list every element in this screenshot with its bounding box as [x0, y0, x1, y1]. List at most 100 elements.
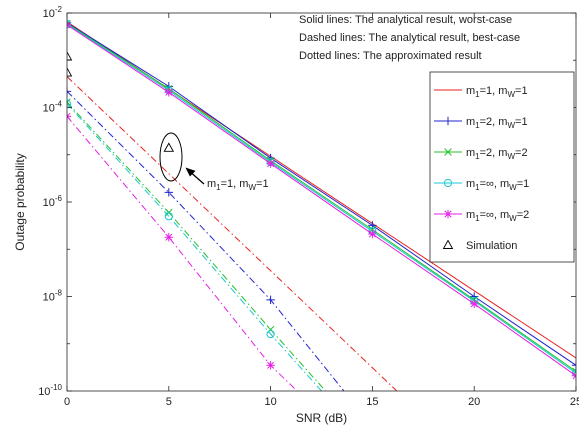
- y-tick-base: 10: [43, 292, 55, 304]
- simulation-marker: [67, 67, 73, 77]
- annotation: m1=1, mW=1: [159, 132, 269, 192]
- legend-marker: [443, 209, 453, 219]
- legend-label-sub: 1: [475, 152, 480, 161]
- legend-label-mid: =2, m: [480, 147, 508, 159]
- legend-item-4: m1=∞, mW=1: [434, 178, 529, 192]
- series-line: [67, 76, 398, 391]
- simulation-points: [67, 51, 175, 152]
- legend-label-sub: W: [507, 90, 515, 99]
- y-tick-exponent: -4: [55, 100, 63, 109]
- y-tick-exponent: -8: [55, 289, 63, 298]
- x-tick-label: 15: [366, 396, 378, 408]
- legend-label-sub: W: [509, 214, 517, 223]
- legend-label-m: m: [466, 147, 475, 159]
- legend-marker: [443, 178, 453, 188]
- y-tick-label: 10-6: [43, 194, 63, 209]
- y-tick-label: 10-4: [43, 100, 63, 115]
- data-point-marker: [368, 229, 377, 239]
- series-worst-case-5: [67, 20, 576, 380]
- legend-label-mid: =∞, m: [480, 178, 510, 190]
- y-tick-exponent: -10: [50, 383, 62, 392]
- legend-marker: [443, 116, 453, 126]
- series-line: [67, 101, 326, 391]
- simulation-marker: [67, 51, 73, 61]
- y-tick-base: 10: [43, 8, 55, 20]
- data-point-marker: [67, 87, 72, 96]
- legend-item-6: Simulation: [442, 239, 517, 252]
- notes: Solid lines: The analytical result, wors…: [299, 14, 520, 62]
- y-tick-label: 10-10: [38, 383, 62, 398]
- series-line: [67, 23, 576, 372]
- series-line: [67, 116, 298, 391]
- data-point-marker: [164, 212, 173, 221]
- legend-label-end: =1: [515, 116, 528, 128]
- annotation-end: =1: [256, 178, 269, 190]
- annotation-label: m1=1, mW=1: [207, 178, 269, 192]
- series-line: [67, 22, 576, 366]
- legend-label-m: m: [466, 178, 475, 190]
- legend-box: [429, 71, 575, 263]
- data-point-marker: [67, 98, 71, 106]
- series-best-case-7: [67, 87, 345, 391]
- y-tick-exponent: -6: [55, 194, 63, 203]
- y-axis-label: Outage probability: [13, 153, 27, 250]
- x-tick-label: 10: [264, 396, 276, 408]
- x-axis-label: SNR (dB): [296, 411, 347, 425]
- note-text: Dashed lines: The analytical result, bes…: [299, 32, 520, 44]
- plot-area: [67, 18, 576, 391]
- data-point-marker: [67, 18, 72, 28]
- legend-label-mid: =1, m: [480, 85, 508, 97]
- data-point-marker: [266, 361, 275, 370]
- series-best-case-10: [67, 112, 298, 391]
- series-line: [67, 103, 322, 391]
- x-tick-label: 20: [468, 396, 480, 408]
- legend-label-end: =2: [517, 209, 530, 221]
- legend-label-mid: =2, m: [480, 116, 508, 128]
- legend-label-mid: =∞, m: [480, 209, 510, 221]
- legend-label: m1=1, mW=1: [466, 85, 528, 99]
- annotation-arrowhead: [185, 167, 196, 177]
- data-point-marker: [266, 325, 275, 334]
- annotation-sub: W: [248, 183, 256, 192]
- data-point-marker: [571, 361, 576, 370]
- legend-label: Simulation: [466, 240, 517, 252]
- annotation-ellipse: [159, 132, 183, 182]
- note-text: Dotted lines: The approximated result: [299, 50, 482, 62]
- annotation-mid: =1, m: [221, 178, 249, 190]
- annotation-sub: 1: [216, 183, 221, 192]
- legend: m1=1, mW=1m1=2, mW=1m1=2, mW=2m1=∞, mW=1…: [429, 71, 575, 263]
- data-point-marker: [266, 159, 275, 168]
- legend-label-m: m: [466, 116, 475, 128]
- y-tick-base: 10: [43, 103, 55, 115]
- legend-label-sub: W: [509, 183, 517, 192]
- data-point-marker: [266, 330, 275, 339]
- legend-marker: [444, 148, 452, 156]
- y-tick-label: 10-8: [43, 289, 63, 304]
- legend-label: m1=2, mW=2: [466, 147, 528, 161]
- legend-label-end: =1: [517, 178, 530, 190]
- legend-label-end: =1: [515, 85, 528, 97]
- legend-label-sub: 1: [475, 90, 480, 99]
- x-tick-label: 0: [64, 396, 70, 408]
- series-line: [67, 23, 576, 374]
- legend-label-sub: 1: [475, 183, 480, 192]
- legend-label: m1=2, mW=1: [466, 116, 528, 130]
- series-line: [67, 90, 345, 391]
- note-text: Solid lines: The analytical result, wors…: [299, 14, 512, 26]
- legend-label-m: m: [466, 209, 475, 221]
- simulation-marker: [163, 142, 175, 152]
- legend-label-sub: W: [507, 152, 515, 161]
- legend-marker: [442, 239, 454, 249]
- annotation-m: m: [207, 178, 216, 190]
- data-point-marker: [470, 299, 479, 309]
- legend-item-3: m1=2, mW=2: [434, 147, 528, 161]
- y-tick-base: 10: [38, 386, 50, 398]
- legend-label-m: m: [466, 85, 475, 97]
- data-point-marker: [164, 88, 173, 97]
- series-best-case-6: [67, 76, 398, 391]
- legend-label-sub: 1: [475, 121, 480, 130]
- series-line: [67, 24, 576, 377]
- legend-label-sub: 1: [475, 214, 480, 223]
